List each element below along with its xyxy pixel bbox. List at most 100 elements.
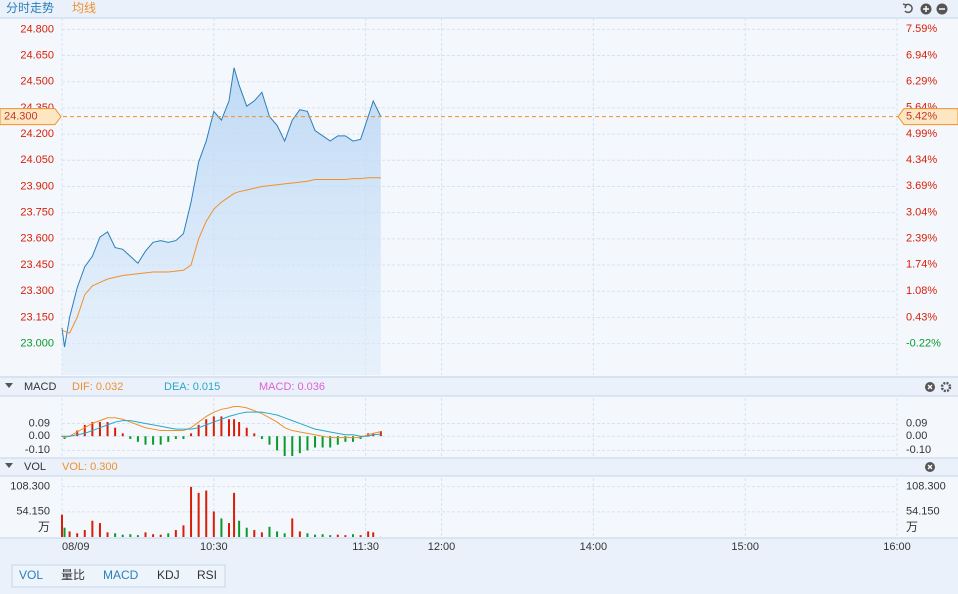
settings-icon[interactable] <box>940 381 952 393</box>
macd-bar <box>228 419 230 437</box>
volume-bar <box>174 530 177 537</box>
y-tick-label: 23.000 <box>20 337 54 349</box>
pct-marker-label: 5.42% <box>906 111 937 123</box>
volume-bar <box>63 527 66 537</box>
legend-entry: VOL: 0.300 <box>62 461 118 473</box>
macd-bar <box>344 436 347 442</box>
macd-bar <box>152 436 155 445</box>
x-tick-label: 08/09 <box>62 541 90 553</box>
macd-bar <box>136 436 139 442</box>
footer-tabs <box>11 564 226 588</box>
volume-bar <box>144 532 147 537</box>
volume-bar <box>76 533 79 537</box>
y2-tick-label: 6.29% <box>906 75 937 87</box>
legend-entry: DIF: 0.032 <box>72 381 123 393</box>
volume-bar <box>228 523 230 537</box>
footer-tab[interactable]: KDJ <box>157 568 180 582</box>
footer-tab[interactable]: RSI <box>197 568 217 582</box>
footer-tab[interactable]: MACD <box>103 568 139 582</box>
y2-tick-label: 0.09 <box>906 417 927 429</box>
macd-panel <box>0 396 958 458</box>
y2-tick-label: 0.43% <box>906 311 937 323</box>
x-tick-label: 14:00 <box>580 541 608 553</box>
pct-marker-box <box>897 108 958 126</box>
macd-bar <box>91 422 94 437</box>
price-marker-box <box>0 108 62 126</box>
reset-icon[interactable] <box>902 3 913 14</box>
volume-bar <box>372 532 375 537</box>
macd-bar <box>306 436 309 451</box>
macd-bar <box>245 427 248 437</box>
volume-bar <box>106 532 109 537</box>
legend-entry: DEA: 0.015 <box>164 381 220 393</box>
collapse-icon[interactable] <box>5 463 13 468</box>
x-tick-label: 10:30 <box>200 541 228 553</box>
tab[interactable]: 分时走势 <box>6 1 54 15</box>
volume-bar <box>351 534 354 537</box>
volume-bar <box>182 525 185 537</box>
macd-bar <box>98 422 101 437</box>
series-line <box>61 177 381 334</box>
volume-bar <box>344 535 347 537</box>
macd-bar <box>238 422 241 437</box>
volume-bar <box>306 533 309 537</box>
volume-bar <box>212 511 215 537</box>
volume-bar <box>136 535 139 537</box>
macd-bar <box>159 436 162 445</box>
volume-bar <box>129 534 132 537</box>
y-tick-label: 24.650 <box>20 49 54 61</box>
macd-bar <box>114 427 117 437</box>
macd-bar <box>129 436 132 440</box>
macd-bar <box>379 431 382 437</box>
volume-bar <box>359 535 362 537</box>
volume-bar <box>336 534 339 537</box>
volume-bar <box>253 530 256 537</box>
volume-bar <box>197 492 200 537</box>
volume-bar <box>68 531 71 537</box>
macd-bar <box>144 436 147 445</box>
y-tick-label: 24.050 <box>20 154 54 166</box>
legend-entry: MACD: 0.036 <box>259 381 325 393</box>
volume-bar <box>268 526 271 537</box>
volume-bar <box>298 531 301 537</box>
unit-label: 万 <box>906 520 918 534</box>
y2-tick-label: 1.74% <box>906 259 937 271</box>
macd-bar <box>260 436 263 440</box>
macd-bar <box>106 422 109 437</box>
macd-bar <box>321 436 324 448</box>
footer-tab[interactable]: VOL <box>19 568 43 582</box>
y-tick-label: 23.900 <box>20 180 54 192</box>
macd-bar <box>167 436 170 442</box>
y-tick-label: 23.600 <box>20 233 54 245</box>
collapse-icon[interactable] <box>5 383 13 388</box>
close-glyph <box>927 384 933 390</box>
y2-tick-label: 4.99% <box>906 128 937 140</box>
macd-bar <box>205 419 208 437</box>
y-tick-label: 23.450 <box>20 259 54 271</box>
x-tick-label: 12:00 <box>428 541 456 553</box>
panel-title: VOL <box>24 461 46 473</box>
macd-bar <box>351 436 354 442</box>
y2-tick-label: 0.00 <box>906 430 927 442</box>
toolbar-icons[interactable] <box>902 3 948 15</box>
volume-bar <box>260 532 263 537</box>
macd-bar <box>190 433 193 437</box>
volume-bar <box>167 533 170 537</box>
macd-bar <box>253 433 256 437</box>
volume-bar <box>190 486 193 537</box>
y-tick-label: 23.750 <box>20 207 54 219</box>
y-tick-label: 24.800 <box>20 23 54 35</box>
macd-bar <box>197 424 200 437</box>
tab[interactable]: 均线 <box>72 1 96 15</box>
volume-bar <box>61 514 63 537</box>
volume-bar <box>91 520 94 537</box>
volume-bar <box>121 534 124 537</box>
macd-bar <box>220 416 223 437</box>
macd-bar <box>174 436 177 440</box>
footer-tab[interactable]: 量比 <box>61 568 85 582</box>
macd-bar <box>291 436 294 456</box>
macd-bar <box>182 436 185 440</box>
y2-tick-label: 1.08% <box>906 285 937 297</box>
